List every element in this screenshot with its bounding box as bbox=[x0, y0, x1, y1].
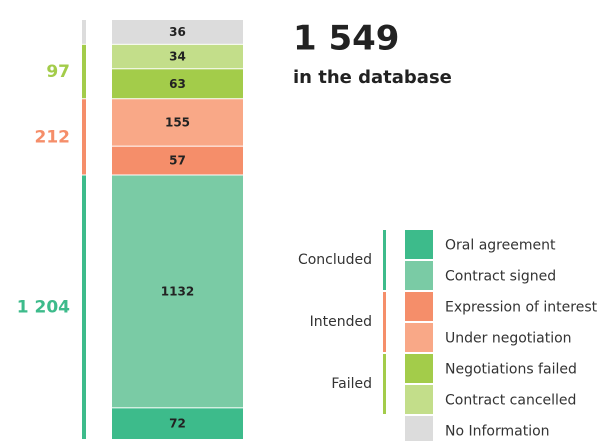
group-name: Intended bbox=[310, 314, 372, 330]
legend-label: Expression of interest bbox=[445, 300, 598, 316]
legend-label: No Information bbox=[445, 424, 550, 440]
legend-group-line bbox=[383, 354, 386, 414]
legend-label: Under negotiation bbox=[445, 331, 572, 347]
chart-title: 1 549 bbox=[293, 19, 399, 59]
bar-segment bbox=[112, 44, 243, 69]
legend-swatch bbox=[405, 416, 433, 441]
segment-label: 1132 bbox=[161, 284, 194, 298]
bar-segment bbox=[112, 69, 243, 99]
group-bracket bbox=[82, 99, 86, 175]
group-name: Concluded bbox=[298, 252, 372, 268]
bar-segment bbox=[112, 20, 243, 44]
legend-swatch bbox=[405, 230, 433, 259]
legend-swatch bbox=[405, 292, 433, 321]
segment-label: 63 bbox=[169, 77, 186, 91]
group-total: 212 bbox=[35, 127, 71, 147]
bar-segment bbox=[112, 99, 243, 146]
legend-label: Contract signed bbox=[445, 269, 556, 285]
legend-swatch bbox=[405, 354, 433, 383]
legend-group-line bbox=[383, 292, 386, 352]
segment-label: 72 bbox=[169, 417, 186, 431]
group-total: 1 204 bbox=[17, 298, 70, 318]
bar-segment bbox=[112, 146, 243, 175]
legend-group-line bbox=[383, 230, 386, 290]
bar-segment bbox=[112, 408, 243, 439]
group-name: Failed bbox=[331, 376, 372, 392]
legend-swatch bbox=[405, 385, 433, 414]
segment-label: 34 bbox=[169, 50, 186, 64]
legend-label: Oral agreement bbox=[445, 238, 556, 254]
legend-swatch bbox=[405, 261, 433, 290]
legend-label: Negotiations failed bbox=[445, 362, 577, 378]
legend-swatch bbox=[405, 323, 433, 352]
chart-subtitle: in the database bbox=[293, 67, 452, 88]
group-bracket bbox=[82, 20, 86, 44]
bar-segment bbox=[112, 175, 243, 408]
segment-label: 155 bbox=[165, 115, 190, 129]
segment-label: 36 bbox=[169, 25, 186, 39]
group-total: 97 bbox=[46, 62, 70, 82]
group-bracket bbox=[82, 44, 86, 99]
legend-label: Contract cancelled bbox=[445, 393, 576, 409]
segment-label: 57 bbox=[169, 154, 186, 168]
group-bracket bbox=[82, 175, 86, 439]
